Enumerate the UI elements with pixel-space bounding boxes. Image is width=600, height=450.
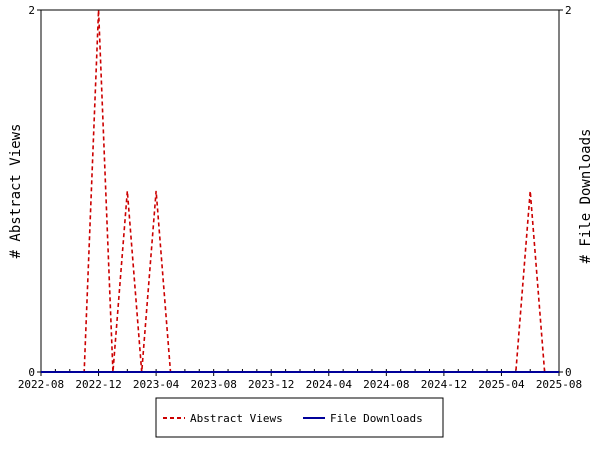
legend: Abstract Views File Downloads xyxy=(155,397,444,438)
x-tick-label: 2024-08 xyxy=(363,378,409,391)
x-tick-label: 2025-04 xyxy=(478,378,525,391)
y-left-axis-title: # Abstract Views xyxy=(8,124,24,259)
x-axis: 2022-08 2022-12 2023-04 2023-08 2023-12 2024-… xyxy=(18,369,582,391)
x-tick-label: 2023-12 xyxy=(248,378,294,391)
legend-label-abstract-views: Abstract Views xyxy=(190,412,283,425)
series-layer xyxy=(41,9,559,373)
x-tick-label: 2022-08 xyxy=(18,378,64,391)
x-tick-label: 2023-08 xyxy=(190,378,236,391)
x-tick-label: 2024-04 xyxy=(306,378,353,391)
x-tick-label: 2024-12 xyxy=(421,378,467,391)
y-left-tick-label: 0 xyxy=(28,366,35,379)
legend-box xyxy=(155,397,444,438)
legend-label-file-downloads: File Downloads xyxy=(330,412,423,425)
x-tick-label: 2023-04 xyxy=(133,378,180,391)
y-right-tick-label: 0 xyxy=(565,366,572,379)
y-axes: 0 0 2 2 xyxy=(28,4,571,379)
y-right-axis-title: # File Downloads xyxy=(578,129,594,264)
x-tick-label: 2025-08 xyxy=(536,378,582,391)
x-tick-label: 2022-12 xyxy=(75,378,121,391)
plot-area xyxy=(40,9,560,373)
y-left-tick-label: 2 xyxy=(28,4,35,17)
y-right-tick-label: 2 xyxy=(565,4,572,17)
